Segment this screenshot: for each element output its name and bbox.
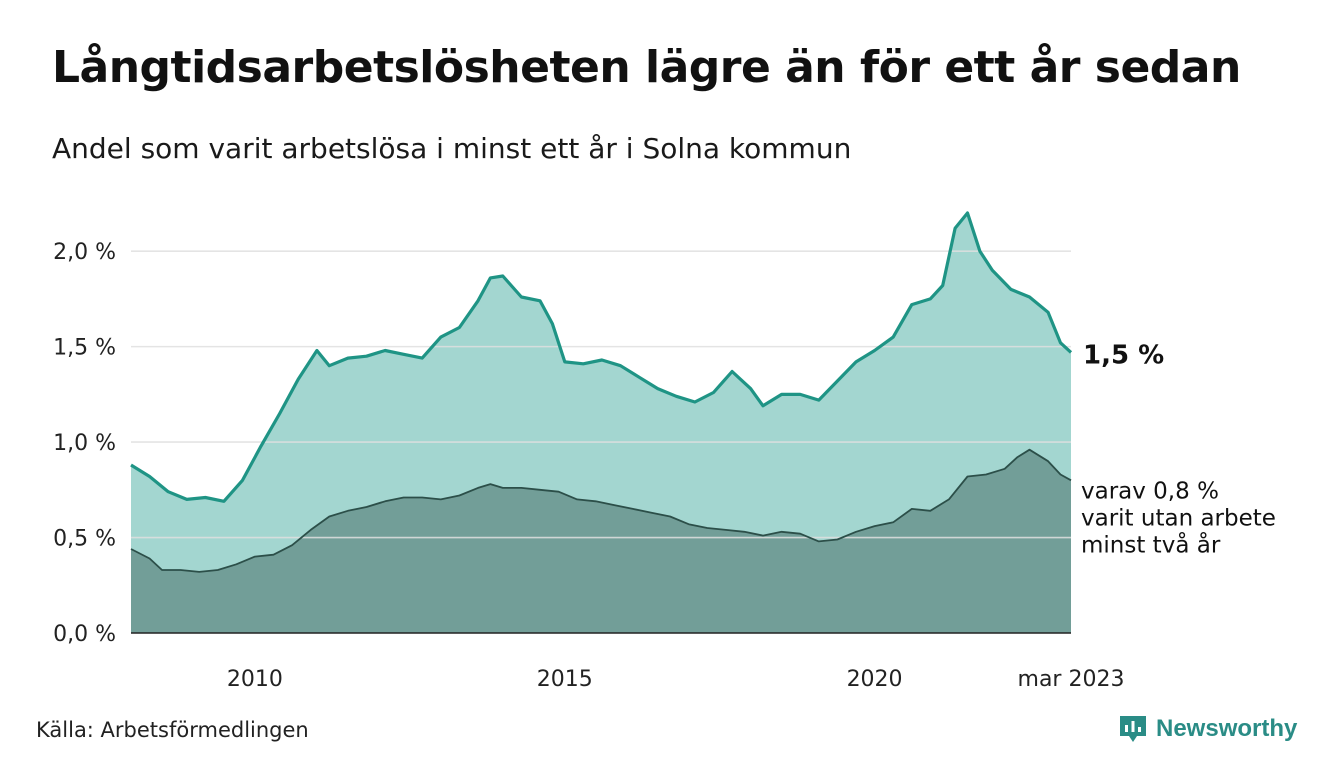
chart-bars-icon	[1120, 716, 1146, 742]
y-tick-label: 0,0 %	[53, 622, 116, 647]
brand-name: Newsworthy	[1156, 715, 1298, 742]
end-label-two-years: varav 0,8 %	[1081, 478, 1219, 504]
chart-subtitle: Andel som varit arbetslösa i minst ett å…	[52, 132, 852, 165]
y-tick-label: 0,5 %	[53, 527, 116, 552]
end-label-two-years: minst två år	[1081, 530, 1221, 558]
line-total	[130, 211, 1073, 503]
y-tick-label: 1,0 %	[53, 431, 116, 456]
area-two-years	[131, 449, 1071, 633]
y-tick-label: 2,0 %	[53, 240, 116, 265]
end-label-total: 1,5 %	[1083, 340, 1164, 370]
y-tick-label: 1,5 %	[53, 336, 116, 361]
brand-logo[interactable]: Newsworthy	[1118, 713, 1297, 745]
end-label-two-years: varit utan arbete	[1081, 505, 1276, 531]
x-tick-label: 2020	[847, 667, 903, 692]
line-two-years	[130, 448, 1072, 573]
x-tick-label: 2010	[227, 667, 283, 692]
chart-title: Långtidsarbetslösheten lägre än för ett …	[52, 42, 1241, 93]
source-note: Källa: Arbetsförmedlingen	[36, 718, 309, 742]
x-tick-label: mar 2023	[1018, 667, 1125, 692]
x-tick-label: 2015	[537, 667, 593, 692]
